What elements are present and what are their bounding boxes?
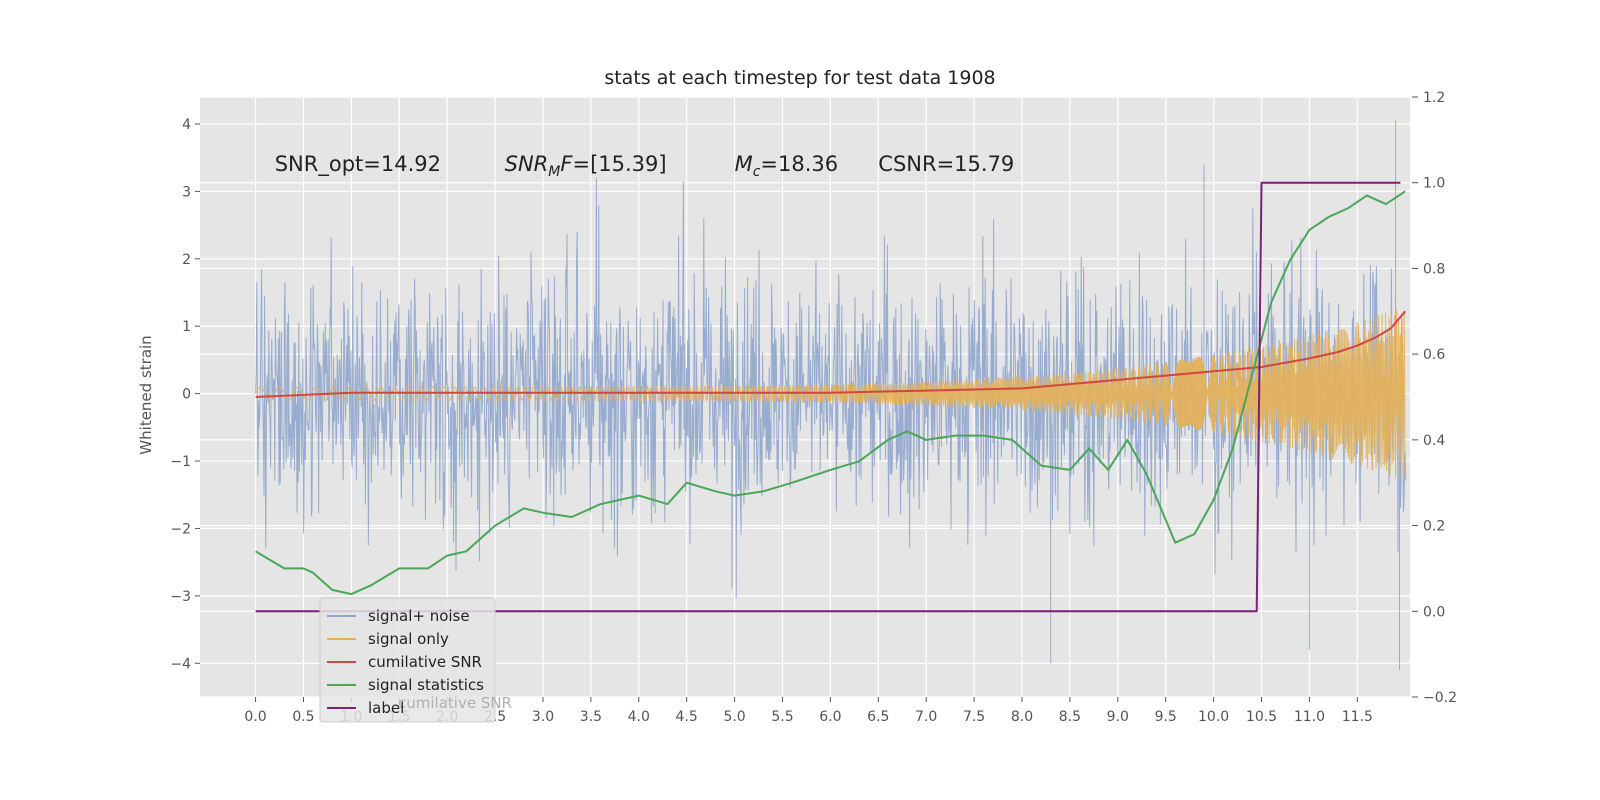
x-tick-label: 5.5 [771, 709, 793, 725]
legend: cumilative SNR signal+ noise signal only cu… [319, 597, 512, 723]
legend-label: signal statistics [368, 676, 484, 694]
x-tick-label: 11.0 [1294, 709, 1325, 725]
legend-label: label [368, 699, 404, 717]
x-tick-label: 5.0 [723, 709, 745, 725]
y2-tick-label: 0.0 [1423, 604, 1445, 620]
annotation: CSNR=15.79 [878, 152, 1014, 176]
annotations: SNR_opt=14.92 SNRMF=[15.39] Mc=18.36 CSNR=1… [275, 152, 1015, 180]
x-tick-label: 8.0 [1011, 709, 1033, 725]
y-axis-label: Whitened strain [137, 335, 155, 454]
annotation: SNRMF=[15.39] [505, 152, 667, 180]
y2-tick-label: 0.2 [1423, 519, 1445, 535]
x-tick-label: 11.5 [1342, 709, 1373, 725]
x-tick-label: 7.0 [915, 709, 937, 725]
x-tick-label: 7.5 [963, 709, 985, 725]
annotation: Mc=18.36 [735, 152, 839, 180]
y2-tick-label: 0.6 [1423, 347, 1445, 363]
x-tick-label: 8.5 [1059, 709, 1081, 725]
x-tick-label: 3.5 [580, 709, 602, 725]
legend-label: signal only [368, 630, 449, 648]
series-signal-statistics [255, 190, 1406, 596]
y-tick-label: −4 [170, 656, 191, 672]
x-tick-label: 10.0 [1198, 709, 1229, 725]
x-tick-label: 3.0 [532, 709, 554, 725]
x-tick-label: 4.0 [628, 709, 650, 725]
x-tick-label: 6.0 [819, 709, 841, 725]
y-tick-label: 2 [182, 252, 191, 268]
y-tick-label: −2 [170, 521, 191, 537]
y-tick-label: 3 [182, 184, 191, 200]
chart-title: stats at each timestep for test data 190… [604, 67, 995, 89]
y-tick-label: 0 [182, 387, 191, 403]
y2-tick-label: 0.8 [1423, 261, 1445, 277]
series-layer [255, 120, 1407, 670]
x-tick-label: 10.5 [1246, 709, 1277, 725]
legend-label: cumilative SNR [368, 653, 482, 671]
x-tick-label: 4.5 [676, 709, 698, 725]
y2-tick-label: 0.4 [1423, 433, 1445, 449]
x-tick-label: 9.5 [1155, 709, 1177, 725]
y-tick-label: 1 [182, 319, 191, 335]
annotation: SNR_opt=14.92 [275, 152, 441, 177]
series-signal-only [255, 309, 1406, 480]
x-tick-label: 0.5 [292, 709, 314, 725]
series-label [255, 181, 1401, 613]
x-tick-label: 9.0 [1107, 709, 1129, 725]
y2-axis: 1.2 1.0 0.8 0.6 0.4 0.2 0.0 −0.2 [1412, 90, 1457, 706]
x-tick-label: 0.0 [244, 709, 266, 725]
ghost-legend-text: cumilative SNR [398, 694, 512, 712]
y-tick-label: 4 [182, 117, 191, 133]
x-tick-label: 6.5 [867, 709, 889, 725]
y2-tick-label: 1.2 [1423, 90, 1445, 106]
y-tick-label: −3 [170, 589, 191, 605]
y-axis: 4 3 2 1 0 −1 −2 −3 −4 [170, 117, 200, 672]
legend-label: signal+ noise [368, 607, 470, 625]
legend-box [319, 597, 496, 723]
y2-tick-label: 1.0 [1423, 176, 1445, 192]
y-tick-label: −1 [170, 454, 191, 470]
series-cumulative-snr [255, 310, 1406, 398]
y2-tick-label: −0.2 [1423, 690, 1457, 706]
